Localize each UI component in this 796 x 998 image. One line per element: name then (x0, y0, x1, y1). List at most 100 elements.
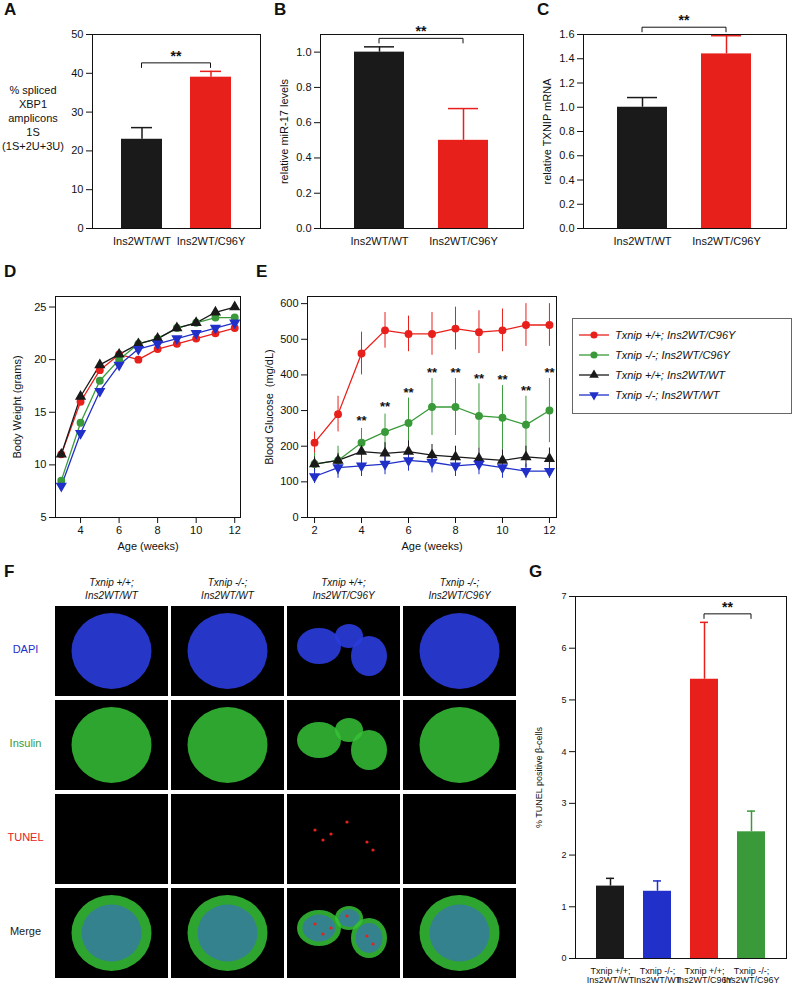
svg-text:Txnip +/+;Ins2WT/WT: Txnip +/+;Ins2WT/WT (587, 966, 635, 985)
svg-text:0.6: 0.6 (296, 116, 311, 128)
svg-text:**: ** (380, 399, 391, 414)
svg-text:0.8: 0.8 (296, 81, 311, 93)
svg-text:Blood Glucose (mg/dL): Blood Glucose (mg/dL) (263, 349, 275, 465)
html-text:Txnip -/-; Ins2WT/C96Y: Txnip -/-; Ins2WT/C96Y (615, 349, 730, 361)
html-text:% spliced: % spliced (9, 83, 57, 96)
svg-text:20: 20 (34, 353, 46, 365)
svg-text:4: 4 (561, 747, 566, 757)
svg-text:10: 10 (34, 458, 46, 470)
html-text:G: G (529, 562, 543, 581)
svg-text:0.0: 0.0 (559, 222, 574, 234)
html-text:Txnip -/-; Ins2WT/C96Y: Txnip -/-; Ins2WT/C96Y (428, 577, 491, 601)
svg-text:1.6: 1.6 (559, 28, 574, 40)
html-text:D: D (4, 262, 17, 281)
html-text:amplicons: amplicons (8, 111, 58, 124)
html-text:(1S+2U+3U): (1S+2U+3U) (2, 139, 64, 152)
svg-text:12: 12 (229, 524, 241, 536)
svg-text:5: 5 (40, 511, 46, 523)
svg-text:8: 8 (452, 524, 458, 536)
svg-text:40: 40 (71, 67, 83, 79)
html-text:Txnip -/-; Ins2WT/WT: Txnip -/-; Ins2WT/WT (201, 577, 254, 601)
svg-text:4: 4 (77, 524, 83, 536)
svg-text:relative miR-17 levels: relative miR-17 levels (278, 78, 290, 184)
html-text:A: A (4, 0, 17, 19)
svg-text:4: 4 (358, 524, 364, 536)
svg-text:Txnip -/-;Ins2WT/WT: Txnip -/-;Ins2WT/WT (634, 966, 682, 985)
svg-text:0: 0 (77, 222, 83, 234)
svg-text:6: 6 (116, 524, 122, 536)
svg-text:Ins2WT/C96Y: Ins2WT/C96Y (429, 235, 498, 247)
svg-text:Age (weeks): Age (weeks) (401, 540, 462, 552)
svg-text:25: 25 (34, 301, 46, 313)
svg-text:0.0: 0.0 (296, 222, 311, 234)
svg-text:0.2: 0.2 (296, 187, 311, 199)
svg-text:10: 10 (496, 524, 508, 536)
html-text:Txnip -/-; Ins2WT/WT: Txnip -/-; Ins2WT/WT (615, 389, 720, 401)
html-text:Txnip +/+; Ins2WT/C96Y: Txnip +/+; Ins2WT/C96Y (312, 577, 375, 601)
svg-text:400: 400 (280, 368, 298, 380)
html-text:1S: 1S (26, 125, 40, 138)
svg-text:**: ** (474, 371, 485, 386)
svg-text:**: ** (427, 365, 438, 380)
svg-text:12: 12 (543, 524, 555, 536)
svg-text:0: 0 (292, 511, 298, 523)
svg-text:**: ** (450, 365, 461, 380)
svg-text:1.0: 1.0 (559, 101, 574, 113)
svg-text:10: 10 (71, 183, 83, 195)
svg-text:**: ** (356, 413, 367, 428)
svg-text:0.4: 0.4 (559, 174, 574, 186)
svg-text:1: 1 (561, 902, 566, 912)
svg-text:0: 0 (561, 953, 566, 963)
svg-text:20: 20 (71, 144, 83, 156)
svg-text:**: ** (416, 23, 427, 39)
svg-text:0.8: 0.8 (559, 125, 574, 137)
svg-text:**: ** (722, 599, 733, 615)
svg-text:Ins2WT/WT: Ins2WT/WT (613, 235, 671, 247)
html-text:Txnip +/+; Ins2WT/C96Y: Txnip +/+; Ins2WT/C96Y (615, 329, 736, 341)
svg-text:Body Weight (grams): Body Weight (grams) (11, 355, 23, 458)
svg-text:**: ** (171, 48, 182, 64)
svg-text:600: 600 (280, 297, 298, 309)
svg-text:6: 6 (405, 524, 411, 536)
svg-text:300: 300 (280, 404, 298, 416)
svg-text:Ins2WT/WT: Ins2WT/WT (350, 235, 408, 247)
svg-text:**: ** (403, 385, 414, 400)
svg-text:**: ** (521, 383, 532, 398)
svg-text:**: ** (679, 12, 690, 28)
svg-text:Ins2WT/C96Y: Ins2WT/C96Y (177, 235, 246, 247)
svg-text:Age (weeks): Age (weeks) (117, 540, 178, 552)
svg-text:Txnip -/-;Ins2WT/C96Y: Txnip -/-;Ins2WT/C96Y (723, 966, 779, 985)
svg-text:3: 3 (561, 798, 566, 808)
html-text:XBP1: XBP1 (18, 97, 48, 110)
svg-text:Ins2WT/C96Y: Ins2WT/C96Y (692, 235, 761, 247)
svg-text:Ins2WT/WT: Ins2WT/WT (113, 235, 171, 247)
svg-text:0.2: 0.2 (559, 198, 574, 210)
svg-text:100: 100 (280, 475, 298, 487)
svg-text:1.0: 1.0 (296, 46, 311, 58)
html-text:Txnip +/+; Ins2WT/WT: Txnip +/+; Ins2WT/WT (615, 369, 725, 381)
svg-text:0.6: 0.6 (559, 149, 574, 161)
html-text:B: B (274, 0, 287, 19)
svg-text:15: 15 (34, 406, 46, 418)
svg-text:**: ** (544, 365, 555, 380)
html-text:Txnip +/+; Ins2WT/WT: Txnip +/+; Ins2WT/WT (85, 577, 138, 601)
html-text:E: E (256, 262, 268, 281)
svg-text:10: 10 (190, 524, 202, 536)
svg-text:50: 50 (71, 28, 83, 40)
svg-text:200: 200 (280, 440, 298, 452)
svg-text:0.4: 0.4 (296, 151, 311, 163)
svg-text:6: 6 (561, 643, 566, 653)
html-text:C: C (537, 0, 550, 19)
svg-text:500: 500 (280, 333, 298, 345)
svg-text:2: 2 (311, 524, 317, 536)
svg-text:relative TXNIP mRNA: relative TXNIP mRNA (541, 78, 553, 185)
svg-text:7: 7 (561, 591, 566, 601)
svg-text:30: 30 (71, 106, 83, 118)
svg-text:% TUNEL positive β-cells: % TUNEL positive β-cells (534, 726, 544, 828)
svg-text:1.2: 1.2 (559, 77, 574, 89)
svg-text:8: 8 (155, 524, 161, 536)
svg-text:2: 2 (561, 850, 566, 860)
svg-text:5: 5 (561, 695, 566, 705)
svg-text:1.4: 1.4 (559, 52, 574, 64)
svg-text:**: ** (497, 372, 508, 387)
